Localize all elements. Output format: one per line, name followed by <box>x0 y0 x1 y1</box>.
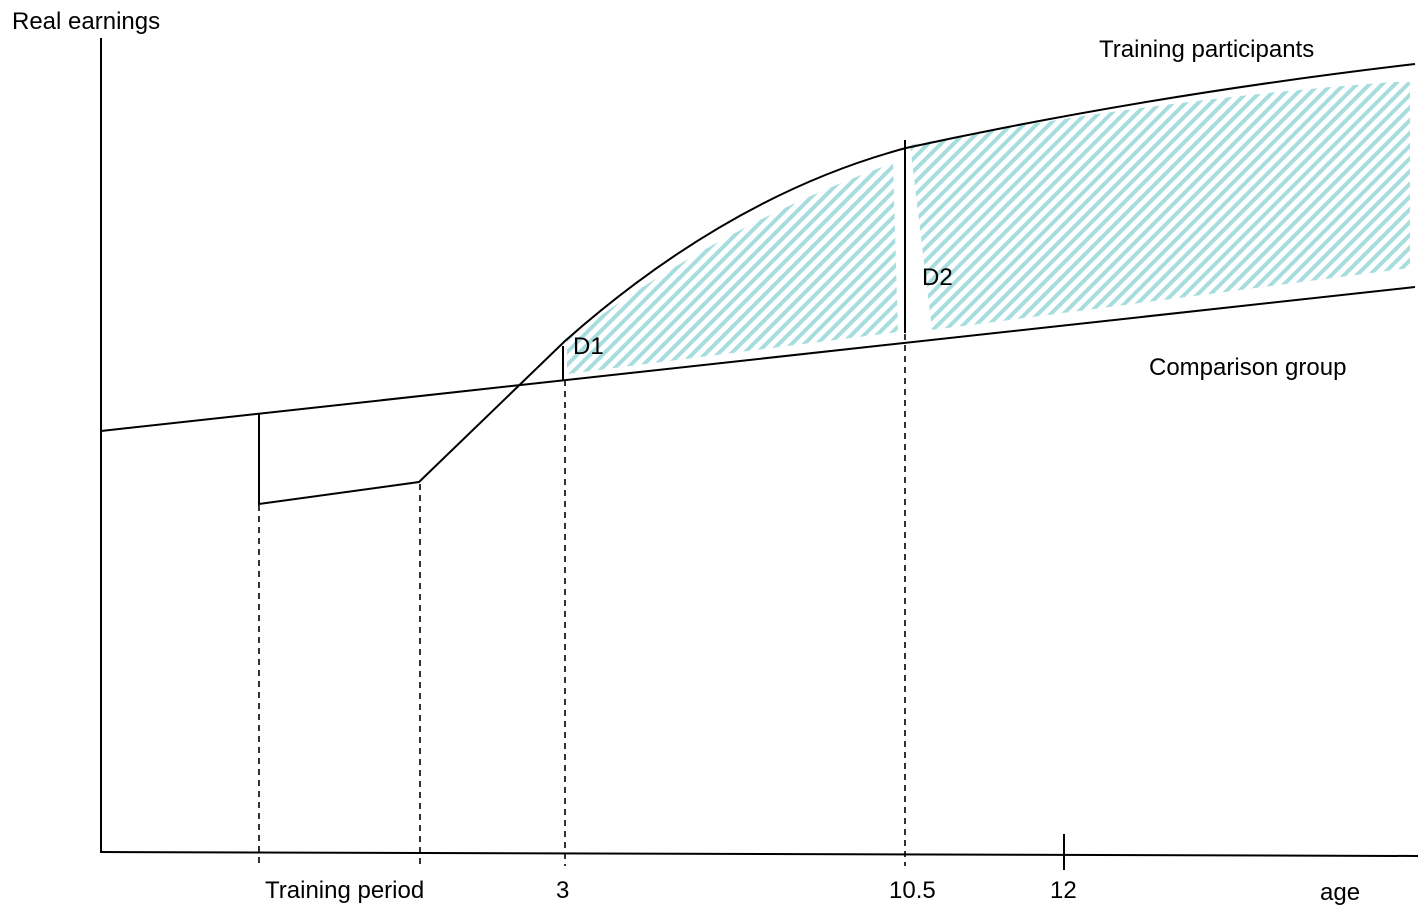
y-axis-label: Real earnings <box>12 8 160 35</box>
tick-label-10-5: 10.5 <box>889 877 936 904</box>
d2-label: D2 <box>922 264 953 291</box>
x-axis-label: age <box>1320 879 1360 906</box>
comparison-group-label: Comparison group <box>1149 354 1346 381</box>
tick-label-3: 3 <box>556 877 569 904</box>
training-period-label: Training period <box>265 877 424 904</box>
x-axis-line <box>99 851 1418 857</box>
gain-area-late <box>910 82 1410 330</box>
d1-label: D1 <box>573 333 604 360</box>
comparison-group-line <box>100 286 1416 432</box>
gain-area-early <box>567 163 898 374</box>
training-participants-label: Training participants <box>1099 36 1314 63</box>
tick-label-12: 12 <box>1050 877 1077 904</box>
